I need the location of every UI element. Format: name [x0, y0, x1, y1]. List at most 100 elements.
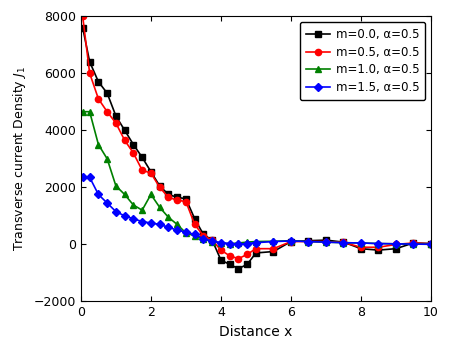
m=0.0, α=0.5 — [227, 262, 232, 266]
m=0.5, α=0.5 — [130, 151, 136, 155]
m=1.0, α=0.5 — [288, 239, 294, 243]
m=0.0, α=0.5 — [253, 251, 259, 255]
m=1.5, α=0.5 — [227, 241, 232, 246]
m=1.5, α=0.5 — [271, 239, 276, 244]
Line: m=1.5, α=0.5: m=1.5, α=0.5 — [80, 174, 434, 247]
m=0.0, α=0.5 — [218, 258, 224, 262]
m=0.0, α=0.5 — [87, 60, 92, 64]
m=1.5, α=0.5 — [209, 239, 215, 243]
m=1.0, α=0.5 — [306, 239, 311, 244]
m=0.0, α=0.5 — [341, 240, 346, 244]
Line: m=1.0, α=0.5: m=1.0, α=0.5 — [80, 108, 434, 247]
m=0.0, α=0.5 — [236, 267, 241, 271]
m=0.5, α=0.5 — [227, 254, 232, 258]
m=0.5, α=0.5 — [271, 247, 276, 251]
m=1.0, α=0.5 — [209, 239, 215, 244]
m=0.0, α=0.5 — [130, 142, 136, 147]
m=1.5, α=0.5 — [253, 240, 259, 245]
m=1.5, α=0.5 — [148, 221, 153, 225]
m=0.0, α=0.5 — [183, 197, 189, 201]
m=1.5, α=0.5 — [201, 237, 206, 241]
m=1.5, α=0.5 — [376, 241, 381, 246]
m=1.5, α=0.5 — [130, 217, 136, 221]
m=1.5, α=0.5 — [175, 228, 180, 232]
m=0.5, α=0.5 — [140, 168, 145, 172]
m=0.5, α=0.5 — [183, 199, 189, 204]
m=0.5, α=0.5 — [218, 248, 224, 252]
m=1.5, α=0.5 — [87, 175, 92, 180]
m=0.5, α=0.5 — [411, 241, 416, 245]
m=0.0, α=0.5 — [209, 238, 215, 242]
m=1.0, α=0.5 — [341, 240, 346, 245]
m=1.5, α=0.5 — [306, 239, 311, 244]
m=0.0, α=0.5 — [306, 239, 311, 243]
m=1.5, α=0.5 — [393, 242, 399, 246]
m=1.5, α=0.5 — [157, 222, 162, 226]
m=0.5, α=0.5 — [113, 121, 119, 125]
m=1.0, α=0.5 — [183, 231, 189, 235]
m=0.5, α=0.5 — [358, 245, 364, 249]
m=1.0, α=0.5 — [104, 157, 110, 161]
m=0.0, α=0.5 — [157, 184, 162, 188]
m=1.5, α=0.5 — [411, 242, 416, 246]
m=0.0, α=0.5 — [428, 241, 434, 246]
m=0.5, α=0.5 — [122, 138, 127, 142]
m=1.5, α=0.5 — [140, 219, 145, 224]
m=1.0, α=0.5 — [175, 222, 180, 226]
m=1.5, α=0.5 — [122, 214, 127, 218]
m=1.0, α=0.5 — [244, 240, 250, 244]
m=1.0, α=0.5 — [218, 241, 224, 245]
m=0.5, α=0.5 — [209, 238, 215, 242]
m=1.5, α=0.5 — [358, 241, 364, 245]
m=0.5, α=0.5 — [288, 239, 294, 244]
m=0.0, α=0.5 — [358, 247, 364, 251]
m=1.0, α=0.5 — [192, 234, 198, 238]
m=0.5, α=0.5 — [104, 110, 110, 114]
m=1.5, α=0.5 — [183, 230, 189, 234]
m=0.5, α=0.5 — [341, 240, 346, 245]
m=0.0, α=0.5 — [323, 238, 328, 242]
m=0.5, α=0.5 — [428, 242, 434, 246]
m=0.5, α=0.5 — [175, 198, 180, 202]
m=0.5, α=0.5 — [157, 185, 162, 189]
m=1.5, α=0.5 — [341, 240, 346, 245]
m=0.5, α=0.5 — [80, 14, 86, 18]
m=1.0, α=0.5 — [253, 239, 259, 244]
m=1.5, α=0.5 — [323, 240, 328, 244]
m=0.5, α=0.5 — [244, 252, 250, 257]
m=1.0, α=0.5 — [87, 110, 92, 114]
m=0.5, α=0.5 — [236, 257, 241, 261]
m=0.5, α=0.5 — [148, 171, 153, 175]
m=1.0, α=0.5 — [358, 241, 364, 245]
m=1.0, α=0.5 — [393, 242, 399, 246]
m=0.0, α=0.5 — [122, 128, 127, 132]
m=1.5, α=0.5 — [96, 193, 101, 197]
m=0.0, α=0.5 — [166, 193, 171, 197]
m=0.5, α=0.5 — [87, 71, 92, 75]
m=1.0, α=0.5 — [411, 242, 416, 246]
m=0.5, α=0.5 — [253, 247, 259, 251]
m=0.5, α=0.5 — [393, 242, 399, 246]
m=1.5, α=0.5 — [244, 241, 250, 246]
X-axis label: Distance x: Distance x — [219, 325, 292, 339]
m=0.0, α=0.5 — [288, 239, 294, 244]
m=0.0, α=0.5 — [175, 195, 180, 199]
m=1.5, α=0.5 — [218, 240, 224, 245]
m=1.5, α=0.5 — [428, 242, 434, 246]
Legend: m=0.0, α=0.5, m=0.5, α=0.5, m=1.0, α=0.5, m=1.5, α=0.5: m=0.0, α=0.5, m=0.5, α=0.5, m=1.0, α=0.5… — [300, 22, 425, 100]
m=1.0, α=0.5 — [96, 142, 101, 147]
m=1.0, α=0.5 — [80, 110, 86, 114]
m=1.0, α=0.5 — [130, 203, 136, 207]
m=1.0, α=0.5 — [271, 239, 276, 243]
m=0.5, α=0.5 — [323, 239, 328, 244]
m=1.0, α=0.5 — [166, 215, 171, 219]
Line: m=0.5, α=0.5: m=0.5, α=0.5 — [80, 13, 434, 262]
m=1.0, α=0.5 — [157, 205, 162, 209]
m=1.0, α=0.5 — [323, 240, 328, 244]
m=1.5, α=0.5 — [166, 225, 171, 229]
m=1.5, α=0.5 — [113, 210, 119, 214]
m=1.5, α=0.5 — [288, 239, 294, 243]
m=1.0, α=0.5 — [122, 193, 127, 197]
m=0.5, α=0.5 — [96, 97, 101, 101]
m=0.0, α=0.5 — [271, 250, 276, 254]
